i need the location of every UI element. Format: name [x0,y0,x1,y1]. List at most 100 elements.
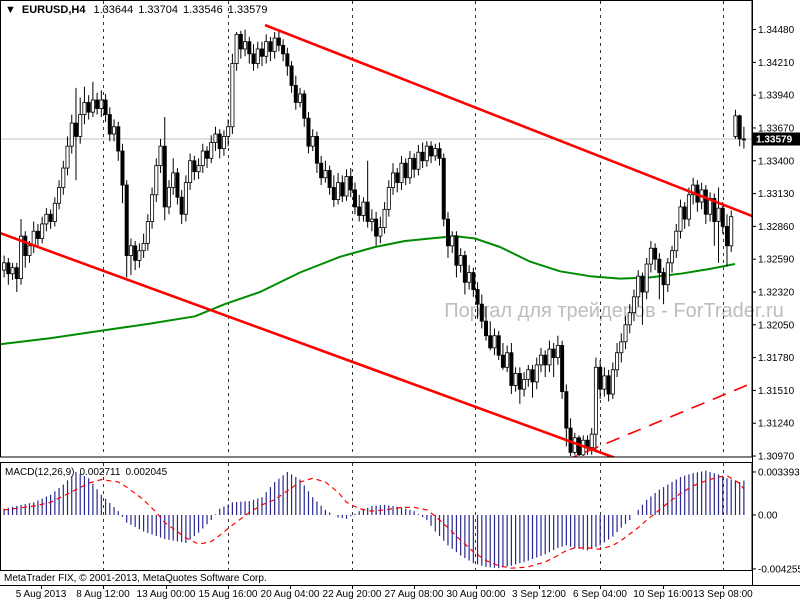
candle-up [492,335,497,349]
candle-up [158,145,163,167]
candle-up [323,170,328,179]
candle-down [530,369,535,383]
price-axis-area[interactable] [752,0,800,585]
candle-down [289,65,294,86]
candle-down [437,148,442,159]
candle-down [281,44,286,55]
title-close-value: 1.33579 [228,4,268,16]
candle-down [348,176,353,191]
candle-down [352,189,357,208]
candle-up [150,194,155,222]
candle-down [95,99,100,109]
candle-down [374,218,379,237]
candle-up [255,48,260,64]
macd-axis-label: 0.00 [758,510,778,521]
symbol-timeframe-label: EURUSD,H4 [22,4,86,16]
candle-up [610,369,615,395]
candle-up [196,165,201,173]
candle-down [509,352,514,386]
candle-down [14,267,19,280]
candle-up [526,369,531,380]
candle-up [644,263,649,293]
candle-down [251,53,256,64]
candle-down [462,255,467,283]
candle-up [572,437,577,453]
candle-up [467,272,472,283]
time-label: 10 Sep 16:00 [633,589,693,600]
candle-down [543,354,548,366]
candle-up [615,352,620,371]
candle-down [162,145,167,208]
candle-down [23,235,28,256]
price-label: 1.32860 [758,222,795,233]
candle-down [120,150,125,186]
candle-up [166,187,171,208]
candle-down [247,41,252,55]
candle-down [653,247,658,260]
candle-up [378,227,383,237]
time-label: 3 Sep 12:00 [512,589,566,600]
candle-down [429,145,434,157]
symbol-dropdown-icon[interactable]: ▼ [5,4,16,16]
price-label: 1.31780 [758,353,795,364]
candle-down [340,182,345,197]
candle-up [433,148,438,157]
candle-up [183,182,188,215]
candle-up [272,37,277,52]
candle-down [564,391,569,429]
candle-up [221,136,226,150]
candle-up [619,341,624,354]
candle-down [560,345,565,393]
price-label: 1.33670 [758,123,795,134]
candle-up [678,206,683,232]
candle-down [327,170,332,188]
candle-down [238,33,243,50]
candle-down [365,201,370,222]
candle-up [200,150,205,167]
descending-channel-upper [264,23,752,218]
candle-up [69,122,74,147]
time-label: 27 Aug 08:00 [385,589,444,600]
candle-up [631,296,636,314]
price-label: 1.30970 [758,452,795,463]
candle-down [454,235,459,266]
ascending-dashed-line [571,382,752,457]
macd-plot-group [3,470,745,569]
candle-down [302,93,307,119]
candle-down [175,172,180,198]
current-price-tag [752,132,800,146]
price-label: 1.33130 [758,189,795,200]
macd-label: MACD(12,26,9) 0.002711 0.002045 [5,467,168,478]
time-label: 22 Aug 20:00 [323,589,382,600]
candle-up [623,324,628,343]
macd-indicator-area[interactable] [0,462,752,571]
candle-up [665,262,670,286]
candle-down [107,114,112,135]
title-low-value: 1.33546 [183,4,223,16]
candle-up [128,245,133,256]
candle-up [391,172,396,188]
candle-down [35,230,40,239]
price-label: 1.34210 [758,58,795,69]
price-label: 1.31240 [758,419,795,430]
candle-up [213,133,218,143]
candle-up [10,267,15,275]
candle-down [471,272,476,290]
candle-up [57,187,62,204]
candle-up [602,375,607,390]
candle-down [496,335,501,356]
candle-up [40,223,45,239]
candle-up [145,221,150,244]
candle-down [276,37,281,46]
candle-up [361,201,366,216]
candle-down [712,198,717,222]
candle-down [475,289,480,305]
candle-down [314,136,319,164]
candle-down [6,262,11,275]
candle-up [716,207,721,222]
candle-down [682,206,687,220]
candle-down [737,115,742,140]
candle-down [403,162,408,179]
candle-up [137,250,142,261]
candle-down [441,157,446,220]
